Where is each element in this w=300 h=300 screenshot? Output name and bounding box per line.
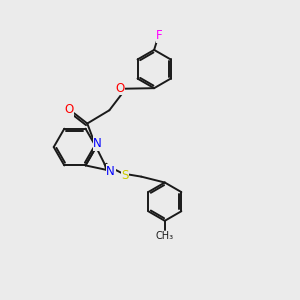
Text: N: N bbox=[106, 165, 115, 178]
Text: O: O bbox=[64, 103, 74, 116]
Text: CH₃: CH₃ bbox=[156, 231, 174, 241]
Text: N: N bbox=[93, 137, 102, 150]
Text: F: F bbox=[156, 29, 163, 42]
Text: S: S bbox=[121, 169, 129, 182]
Text: O: O bbox=[116, 82, 125, 95]
